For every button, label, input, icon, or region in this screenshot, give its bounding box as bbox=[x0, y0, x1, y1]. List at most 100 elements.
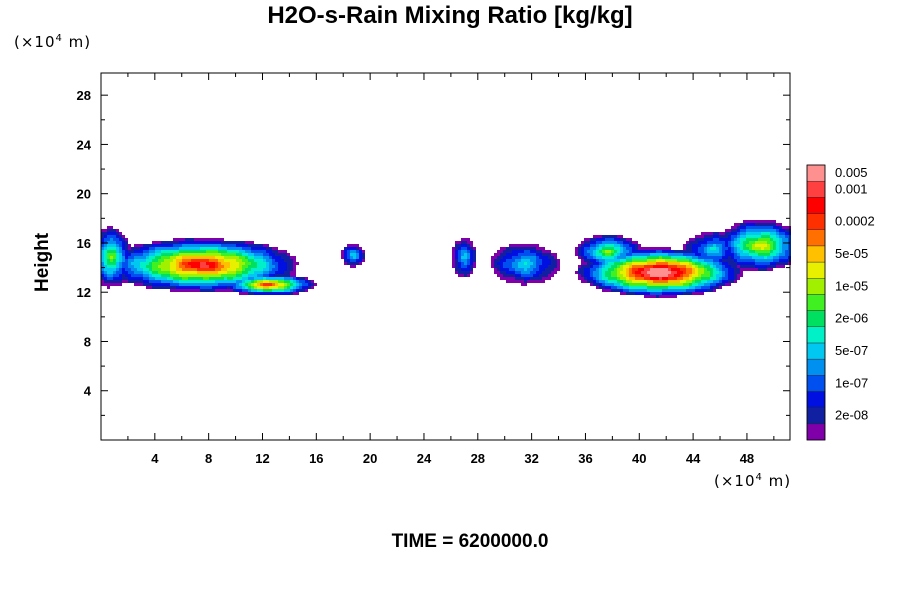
contour-cell bbox=[146, 244, 149, 247]
contour-cell bbox=[584, 241, 587, 244]
contour-cell bbox=[782, 259, 785, 262]
contour-cell bbox=[152, 265, 155, 268]
contour-cell bbox=[206, 262, 209, 265]
contour-cell bbox=[626, 280, 629, 283]
contour-cell bbox=[197, 253, 200, 256]
contour-cell bbox=[638, 259, 641, 262]
contour-cell bbox=[734, 256, 737, 259]
contour-cell bbox=[191, 286, 194, 289]
contour-cell bbox=[719, 274, 722, 277]
contour-cell bbox=[605, 238, 608, 241]
contour-cell bbox=[458, 241, 461, 244]
contour-cell bbox=[620, 238, 623, 241]
contour-cell bbox=[224, 244, 227, 247]
contour-cell bbox=[506, 280, 509, 283]
contour-cell bbox=[266, 256, 269, 259]
contour-cell bbox=[503, 253, 506, 256]
contour-cell bbox=[152, 256, 155, 259]
contour-cell bbox=[146, 280, 149, 283]
contour-cell bbox=[233, 283, 236, 286]
contour-cell bbox=[119, 238, 122, 241]
contour-cell bbox=[233, 256, 236, 259]
contour-cell bbox=[722, 247, 725, 250]
contour-cell bbox=[518, 253, 521, 256]
contour-cell bbox=[665, 277, 668, 280]
contour-cell bbox=[608, 271, 611, 274]
contour-cell bbox=[695, 274, 698, 277]
contour-cell bbox=[719, 244, 722, 247]
contour-cell bbox=[662, 295, 665, 298]
contour-cell bbox=[578, 277, 581, 280]
contour-cell bbox=[242, 265, 245, 268]
contour-cell bbox=[608, 289, 611, 292]
contour-cell bbox=[155, 265, 158, 268]
contour-cell bbox=[287, 262, 290, 265]
contour-cell bbox=[626, 292, 629, 295]
contour-cell bbox=[641, 259, 644, 262]
contour-cell bbox=[284, 271, 287, 274]
contour-cell bbox=[611, 244, 614, 247]
contour-cell bbox=[251, 274, 254, 277]
contour-cell bbox=[533, 256, 536, 259]
contour-cell bbox=[668, 265, 671, 268]
contour-cell bbox=[509, 277, 512, 280]
contour-cell bbox=[104, 283, 107, 286]
contour-cell bbox=[752, 241, 755, 244]
contour-cell bbox=[581, 277, 584, 280]
contour-cell bbox=[140, 250, 143, 253]
contour-cell bbox=[767, 253, 770, 256]
contour-cell bbox=[719, 241, 722, 244]
contour-cell bbox=[689, 280, 692, 283]
contour-cell bbox=[113, 268, 116, 271]
contour-cell bbox=[182, 256, 185, 259]
contour-cell bbox=[203, 247, 206, 250]
contour-cell bbox=[590, 262, 593, 265]
contour-cell bbox=[224, 280, 227, 283]
contour-cell bbox=[209, 286, 212, 289]
contour-cell bbox=[644, 253, 647, 256]
contour-cell bbox=[218, 271, 221, 274]
contour-cell bbox=[533, 274, 536, 277]
contour-cell bbox=[662, 268, 665, 271]
contour-cell bbox=[146, 262, 149, 265]
contour-cell bbox=[179, 244, 182, 247]
contour-cell bbox=[302, 277, 305, 280]
contour-cell bbox=[722, 250, 725, 253]
contour-cell bbox=[236, 277, 239, 280]
contour-cell bbox=[287, 265, 290, 268]
contour-cell bbox=[698, 274, 701, 277]
contour-cell bbox=[209, 280, 212, 283]
contour-cell bbox=[107, 277, 110, 280]
contour-cell bbox=[197, 268, 200, 271]
contour-cell bbox=[257, 292, 260, 295]
contour-cell bbox=[251, 286, 254, 289]
contour-cell bbox=[104, 244, 107, 247]
contour-cell bbox=[530, 280, 533, 283]
contour-cell bbox=[671, 268, 674, 271]
contour-cell bbox=[203, 289, 206, 292]
contour-cell bbox=[737, 238, 740, 241]
contour-cell bbox=[629, 274, 632, 277]
contour-cell bbox=[758, 232, 761, 235]
contour-cell bbox=[527, 265, 530, 268]
contour-cell bbox=[755, 262, 758, 265]
contour-cell bbox=[707, 247, 710, 250]
contour-cell bbox=[689, 259, 692, 262]
contour-cell bbox=[227, 256, 230, 259]
contour-cell bbox=[305, 280, 308, 283]
contour-cell bbox=[200, 250, 203, 253]
contour-cell bbox=[161, 241, 164, 244]
contour-cell bbox=[113, 283, 116, 286]
contour-cell bbox=[296, 289, 299, 292]
contour-cell bbox=[596, 286, 599, 289]
contour-cell bbox=[146, 286, 149, 289]
contour-cell bbox=[104, 271, 107, 274]
contour-cell bbox=[713, 271, 716, 274]
contour-cell bbox=[743, 268, 746, 271]
contour-cell bbox=[155, 241, 158, 244]
contour-cell bbox=[191, 283, 194, 286]
contour-cell bbox=[632, 271, 635, 274]
colorbar-label: 1e-05 bbox=[835, 278, 868, 293]
contour-cell bbox=[503, 274, 506, 277]
contour-cell bbox=[656, 283, 659, 286]
